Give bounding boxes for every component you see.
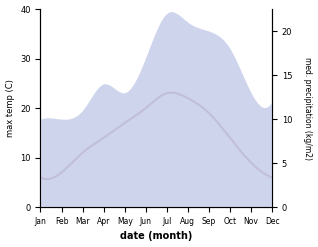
Y-axis label: med. precipitation (kg/m2): med. precipitation (kg/m2) bbox=[303, 57, 313, 160]
Y-axis label: max temp (C): max temp (C) bbox=[5, 79, 15, 137]
X-axis label: date (month): date (month) bbox=[120, 231, 192, 242]
